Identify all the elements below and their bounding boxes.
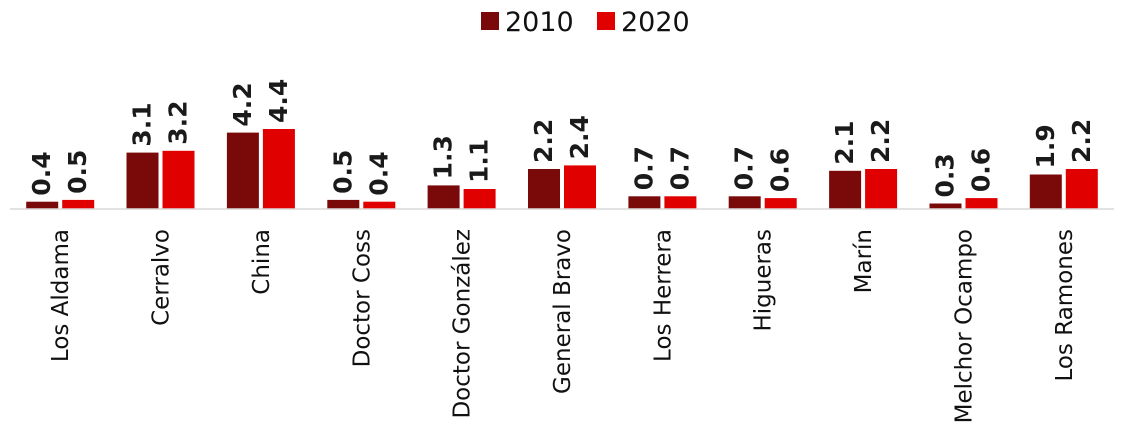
- category-label-4: Doctor González: [450, 229, 476, 419]
- value-label-2020-10: 2.2: [1067, 119, 1096, 163]
- bar-2020-2: [262, 129, 295, 209]
- bar-2020-9: [965, 198, 998, 209]
- value-label-2010-10: 1.9: [1031, 124, 1060, 168]
- bar-2020-7: [764, 198, 797, 209]
- legend-label-2020: 2020: [621, 7, 690, 38]
- category-label-5: General Bravo: [550, 229, 576, 394]
- category-label-2: China: [249, 229, 275, 295]
- category-label-10: Los Ramones: [1052, 229, 1078, 382]
- value-label-2020-9: 0.6: [967, 148, 996, 192]
- bar-2010-7: [728, 196, 761, 209]
- category-label-3: Doctor Coss: [349, 229, 375, 367]
- bar-2020-1: [162, 150, 195, 209]
- value-label-2010-2: 4.2: [228, 82, 257, 126]
- bar-2020-8: [865, 169, 898, 209]
- category-label-1: Cerralvo: [149, 229, 175, 326]
- bar-2010-3: [327, 199, 360, 209]
- category-label-0: Los Aldama: [48, 229, 74, 362]
- value-label-2020-5: 2.4: [565, 115, 594, 159]
- bar-2010-9: [929, 203, 962, 209]
- bar-2010-0: [26, 201, 59, 209]
- value-label-2020-4: 1.1: [465, 139, 494, 183]
- bar-2020-4: [463, 189, 496, 209]
- bar-2010-6: [628, 196, 661, 209]
- value-label-2010-5: 2.2: [529, 119, 558, 163]
- value-label-2020-3: 0.4: [364, 151, 393, 195]
- bar-2010-5: [528, 169, 560, 209]
- bar-2020-6: [664, 196, 697, 209]
- bar-2010-2: [226, 132, 259, 209]
- value-label-2020-1: 3.2: [164, 101, 193, 145]
- legend-label-2010: 2010: [505, 7, 574, 38]
- value-label-2010-0: 0.4: [27, 151, 56, 195]
- bars-group: [26, 129, 1098, 209]
- bar-2020-0: [62, 199, 95, 209]
- value-label-2020-2: 4.4: [264, 79, 293, 123]
- category-label-9: Melchor Ocampo: [952, 229, 978, 423]
- bar-2010-8: [829, 170, 862, 209]
- bar-2020-10: [1065, 169, 1098, 209]
- bar-2010-10: [1029, 174, 1062, 209]
- value-label-2020-7: 0.6: [766, 148, 795, 192]
- category-labels-group: Los Aldama Cerralvo China Doctor Coss Doctor…: [48, 229, 1078, 423]
- value-label-2010-9: 0.3: [931, 153, 960, 197]
- value-label-2010-8: 2.1: [830, 121, 859, 165]
- legend-swatch-2020: [597, 12, 615, 30]
- legend: 2010 2020: [481, 7, 690, 38]
- bar-2010-4: [427, 185, 460, 209]
- value-label-2010-7: 0.7: [730, 146, 759, 190]
- value-label-2010-6: 0.7: [629, 146, 658, 190]
- bar-2020-3: [363, 201, 396, 209]
- bar-2020-5: [564, 165, 596, 209]
- value-label-2020-0: 0.5: [63, 150, 92, 194]
- value-label-2020-8: 2.2: [866, 119, 895, 163]
- value-label-2010-3: 0.5: [328, 150, 357, 194]
- value-label-2020-6: 0.7: [665, 146, 694, 190]
- value-label-2010-4: 1.3: [429, 135, 458, 179]
- value-labels-group: 0.4 0.53.1 3.2 4.2 4.40.5 0.4 1.3 1.1 2.2 2.40.7 0…: [27, 79, 1096, 198]
- category-label-8: Marín: [851, 229, 877, 293]
- legend-swatch-2010: [481, 12, 499, 30]
- value-label-2010-1: 3.1: [128, 102, 157, 146]
- category-label-6: Los Herrera: [650, 229, 676, 362]
- category-label-7: Higueras: [751, 229, 777, 332]
- bar-2010-1: [126, 152, 159, 209]
